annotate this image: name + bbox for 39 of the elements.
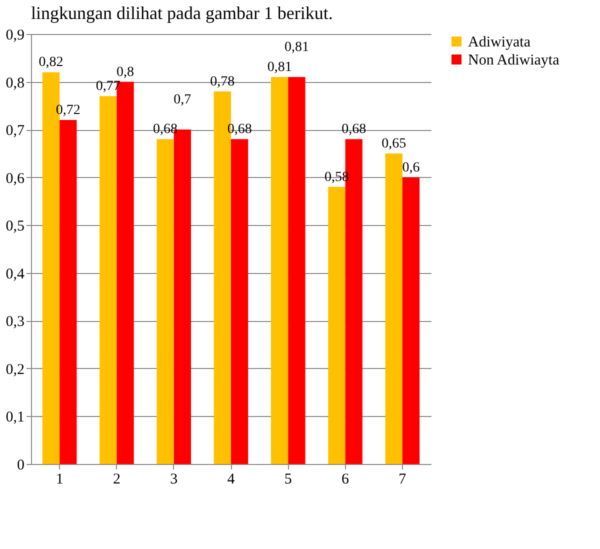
bar: [271, 77, 288, 464]
legend-label: Non Adiwiayta: [468, 52, 560, 68]
bar: [288, 77, 306, 464]
x-tick-label: 4: [227, 472, 236, 488]
data-label: 0,81: [267, 60, 292, 75]
data-label: 0,78: [210, 74, 235, 90]
legend-label: Adiwiyata: [468, 34, 531, 50]
bar: [231, 139, 248, 464]
y-tick-label: 0: [17, 458, 24, 474]
bar: [385, 153, 402, 464]
x-tick-label: 2: [112, 472, 120, 488]
y-tick-label: 0,4: [6, 266, 25, 282]
data-label: 0,68: [153, 122, 178, 138]
x-tick-label: 5: [284, 472, 292, 488]
bar: [156, 139, 174, 464]
bar: [60, 120, 77, 464]
data-label: 0,68: [342, 122, 366, 138]
y-tick-label: 0,2: [6, 362, 24, 378]
data-label: 0,81: [284, 40, 309, 55]
x-tick-label: 6: [342, 472, 350, 488]
y-tick-label: 0,6: [6, 170, 25, 187]
y-tick-label: 0,3: [6, 314, 24, 330]
x-tick-label: 1: [56, 472, 64, 488]
x-tick-label: 7: [398, 472, 407, 488]
y-tick-label: 0,5: [6, 218, 24, 235]
data-label: 0,8: [116, 64, 134, 80]
bar: [402, 177, 420, 464]
data-label: 0,6: [402, 160, 420, 176]
y-tick-label: 0,7: [6, 123, 25, 140]
x-tick-label: 3: [170, 472, 178, 488]
data-label: 0,65: [382, 136, 406, 152]
bar: [328, 186, 346, 464]
text: lingkungan dilihat pada gambar 1 berikut.: [31, 3, 333, 23]
y-tick-label: 0,8: [6, 75, 24, 92]
y-tick-label: 0,1: [6, 410, 24, 426]
y-tick-label: 0,9: [6, 28, 24, 44]
data-label: 0,82: [38, 55, 64, 70]
data-label: 0,7: [174, 92, 192, 108]
bar: [100, 96, 117, 464]
